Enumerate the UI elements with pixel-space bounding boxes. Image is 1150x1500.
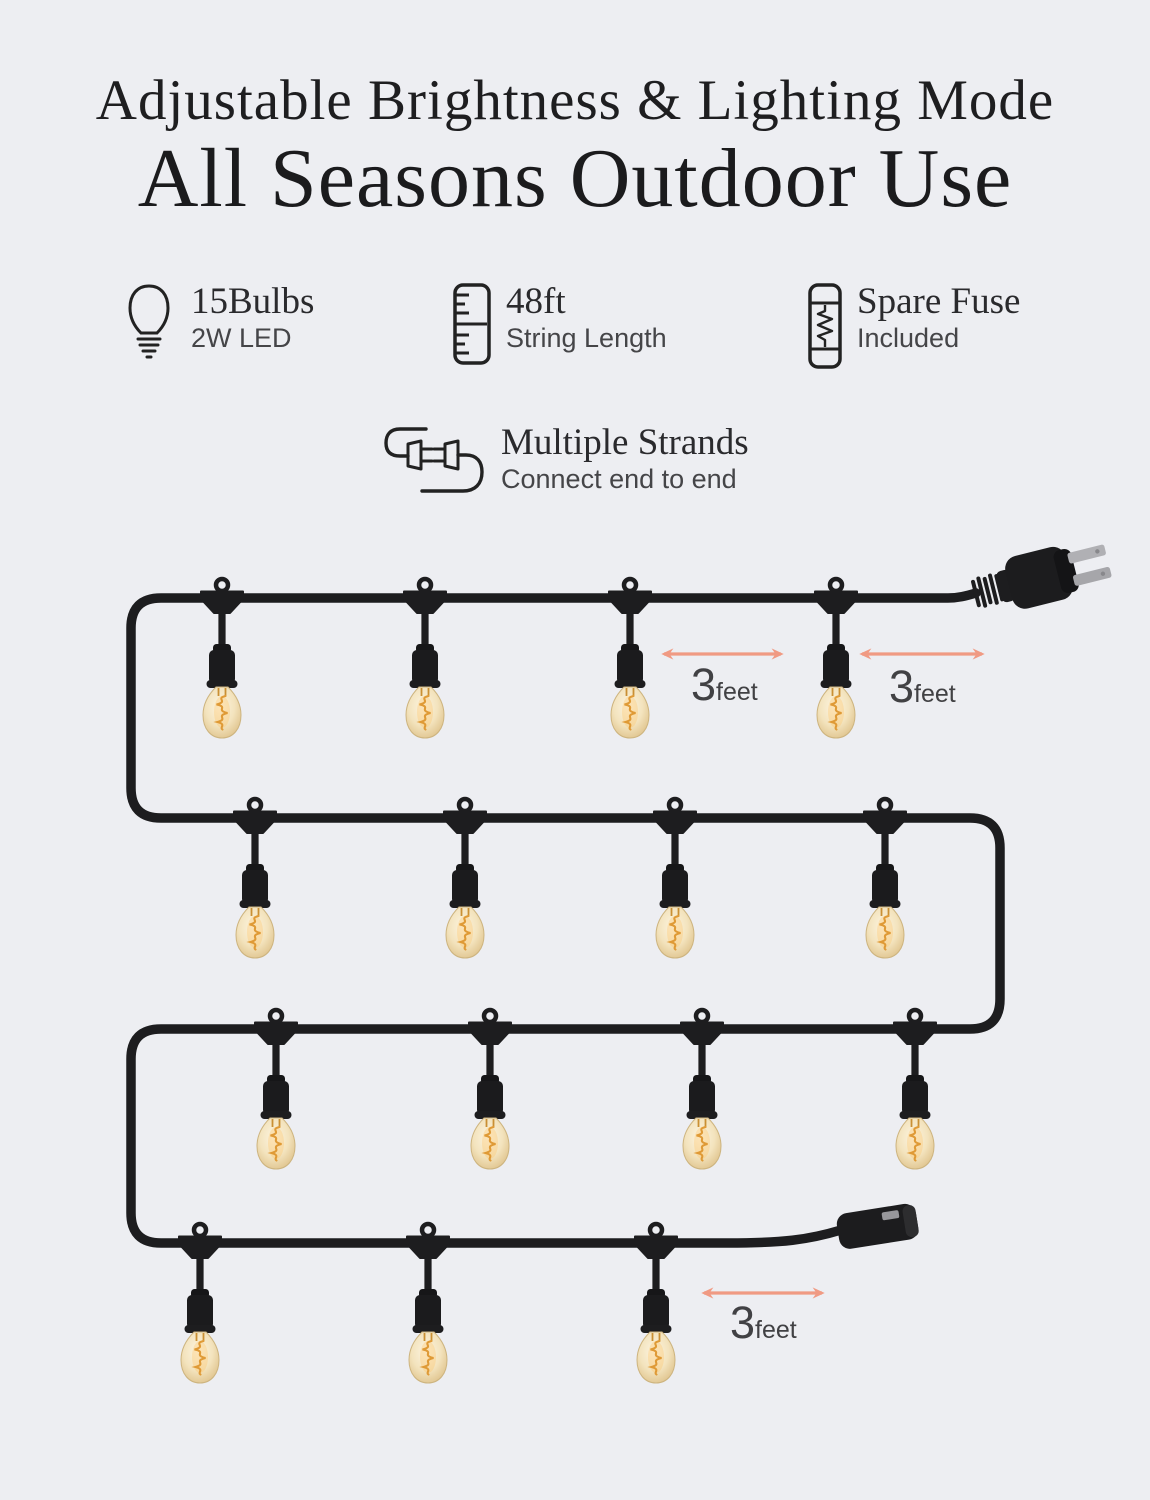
feature-title: Multiple Strands [501, 422, 749, 463]
spacing-label: 3 feet [691, 662, 758, 707]
spacing-value: 3 [889, 661, 915, 712]
string-light-bulb [654, 799, 696, 958]
string-light-bulb [444, 799, 486, 958]
string-light-bulb [681, 1010, 723, 1169]
feature-spare-fuse: Spare Fuse Included [808, 283, 1020, 369]
string-light-bulb [635, 1224, 677, 1383]
fuse-icon [808, 283, 842, 369]
spacing-unit: feet [755, 1316, 797, 1344]
headline: Adjustable Brightness & Lighting Mode [95, 69, 1055, 132]
connector-icon [384, 427, 484, 493]
feature-title: 48ft [506, 281, 566, 322]
feature-string-length: 48ft String Length [453, 283, 667, 365]
male-plug [971, 544, 1112, 609]
female-connector [836, 1203, 919, 1249]
spacing-unit: feet [914, 680, 956, 708]
feature-multiple-strands: Multiple Strands Connect end to end [382, 424, 749, 498]
bulb-icon [128, 284, 170, 359]
feature-subtitle: Connect end to end [501, 464, 737, 494]
string-light-bulb [815, 579, 857, 738]
feature-title: 15Bulbs [191, 281, 315, 322]
spacing-value: 3 [730, 1297, 756, 1348]
spacing-label: 3 feet [730, 1300, 797, 1345]
string-light-bulb [864, 799, 906, 958]
string-light-bulb [404, 579, 446, 738]
subheadline: All Seasons Outdoor Use [137, 132, 1013, 225]
feature-title: Spare Fuse [857, 281, 1021, 322]
string-light-bulb [407, 1224, 449, 1383]
ruler-icon [453, 283, 491, 365]
feature-bulb-count: 15Bulbs 2W LED [122, 283, 314, 361]
string-light-bulb [179, 1224, 221, 1383]
string-cable [126, 588, 1005, 1248]
string-light-bulb [469, 1010, 511, 1169]
feature-subtitle: Included [857, 323, 960, 353]
string-light-bulb [609, 579, 651, 738]
feature-subtitle: 2W LED [191, 323, 292, 353]
spacing-value: 3 [691, 659, 717, 710]
string-light-bulb [894, 1010, 936, 1169]
string-light-bulb [255, 1010, 297, 1169]
string-light-bulb [201, 579, 243, 738]
spacing-unit: feet [716, 678, 758, 706]
spacing-label: 3 feet [889, 664, 956, 709]
feature-subtitle: String Length [506, 323, 667, 353]
string-light-bulb [234, 799, 276, 958]
